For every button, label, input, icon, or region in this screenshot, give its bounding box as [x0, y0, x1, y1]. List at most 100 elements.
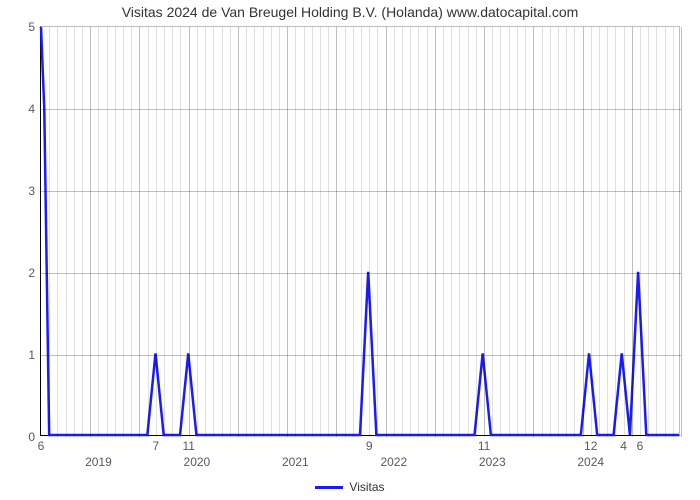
x-gridline-major	[287, 27, 288, 437]
x-numeric-label: 9	[366, 439, 373, 453]
x-gridline-major	[632, 27, 633, 437]
x-gridline-minor	[312, 27, 313, 437]
x-gridline-minor	[213, 27, 214, 437]
x-gridline-minor	[172, 27, 173, 437]
x-gridline-minor	[123, 27, 124, 437]
x-numeric-label: 6	[637, 439, 644, 453]
x-gridline-minor	[394, 27, 395, 437]
x-gridline-minor	[492, 27, 493, 437]
y-tick-label: 2	[28, 266, 35, 280]
x-gridline-minor	[320, 27, 321, 437]
x-gridline-minor	[49, 27, 50, 437]
x-gridline-minor	[558, 27, 559, 437]
x-gridline-minor	[517, 27, 518, 437]
x-gridline-minor	[509, 27, 510, 437]
x-gridline-minor	[205, 27, 206, 437]
x-gridline-minor	[599, 27, 600, 437]
x-gridline-minor	[254, 27, 255, 437]
x-gridline-minor	[418, 27, 419, 437]
legend-label: Visitas	[349, 480, 384, 494]
x-gridline-major	[533, 27, 534, 437]
x-gridline-minor	[566, 27, 567, 437]
x-gridline-major	[583, 27, 584, 437]
x-gridline-minor	[550, 27, 551, 437]
x-gridline-minor	[410, 27, 411, 437]
x-gridline-major	[336, 27, 337, 437]
legend-swatch	[315, 486, 343, 489]
x-gridline-minor	[295, 27, 296, 437]
x-gridline-minor	[263, 27, 264, 437]
x-gridline-minor	[353, 27, 354, 437]
x-gridline-minor	[451, 27, 452, 437]
x-gridline-minor	[402, 27, 403, 437]
x-year-label: 2022	[380, 455, 407, 469]
x-gridline-minor	[197, 27, 198, 437]
x-gridline-minor	[648, 27, 649, 437]
x-gridline-minor	[74, 27, 75, 437]
x-gridline-minor	[673, 27, 674, 437]
x-gridline-major	[90, 27, 91, 437]
y-tick-label: 1	[28, 348, 35, 362]
x-gridline-minor	[66, 27, 67, 437]
x-gridline-major	[386, 27, 387, 437]
chart-title: Visitas 2024 de Van Breugel Holding B.V.…	[0, 4, 700, 20]
x-gridline-minor	[230, 27, 231, 437]
x-numeric-label: 12	[584, 439, 597, 453]
x-gridline-major	[238, 27, 239, 437]
x-gridline-minor	[246, 27, 247, 437]
x-gridline-minor	[82, 27, 83, 437]
x-gridline-minor	[222, 27, 223, 437]
x-gridline-minor	[148, 27, 149, 437]
y-tick-label: 5	[28, 20, 35, 34]
x-gridline-minor	[459, 27, 460, 437]
x-gridline-minor	[640, 27, 641, 437]
x-gridline-minor	[107, 27, 108, 437]
x-gridline-minor	[468, 27, 469, 437]
plot-area: 0123456711911124620192020202120222023202…	[40, 26, 680, 436]
x-gridline-minor	[164, 27, 165, 437]
x-gridline-minor	[542, 27, 543, 437]
x-year-label: 2021	[282, 455, 309, 469]
legend: Visitas	[0, 480, 700, 494]
x-gridline-major	[484, 27, 485, 437]
x-gridline-minor	[665, 27, 666, 437]
x-gridline-minor	[57, 27, 58, 437]
x-gridline-major	[189, 27, 190, 437]
x-gridline-major	[435, 27, 436, 437]
x-gridline-minor	[361, 27, 362, 437]
x-gridline-minor	[500, 27, 501, 437]
x-gridline-minor	[525, 27, 526, 437]
x-gridline-minor	[443, 27, 444, 437]
x-gridline-minor	[156, 27, 157, 437]
x-gridline-minor	[427, 27, 428, 437]
x-gridline-major	[139, 27, 140, 437]
x-gridline-minor	[656, 27, 657, 437]
x-gridline-minor	[131, 27, 132, 437]
y-tick-label: 0	[28, 430, 35, 444]
x-numeric-label: 11	[478, 439, 490, 453]
x-gridline-minor	[574, 27, 575, 437]
x-gridline-minor	[345, 27, 346, 437]
x-numeric-label: 11	[182, 439, 194, 453]
x-gridline-minor	[377, 27, 378, 437]
x-gridline-minor	[476, 27, 477, 437]
x-numeric-label: 4	[620, 439, 627, 453]
y-tick-label: 4	[28, 102, 35, 116]
x-gridline-minor	[624, 27, 625, 437]
x-gridline-minor	[607, 27, 608, 437]
y-tick-label: 3	[28, 184, 35, 198]
x-gridline-minor	[115, 27, 116, 437]
x-numeric-label: 6	[38, 439, 45, 453]
x-year-label: 2019	[85, 455, 112, 469]
x-year-label: 2020	[184, 455, 211, 469]
x-gridline-minor	[615, 27, 616, 437]
x-gridline-minor	[369, 27, 370, 437]
x-gridline-minor	[180, 27, 181, 437]
x-gridline-minor	[271, 27, 272, 437]
x-year-label: 2024	[577, 455, 604, 469]
x-gridline-minor	[304, 27, 305, 437]
x-numeric-label: 7	[153, 439, 160, 453]
x-gridline-minor	[98, 27, 99, 437]
x-gridline-minor	[591, 27, 592, 437]
x-gridline-minor	[328, 27, 329, 437]
